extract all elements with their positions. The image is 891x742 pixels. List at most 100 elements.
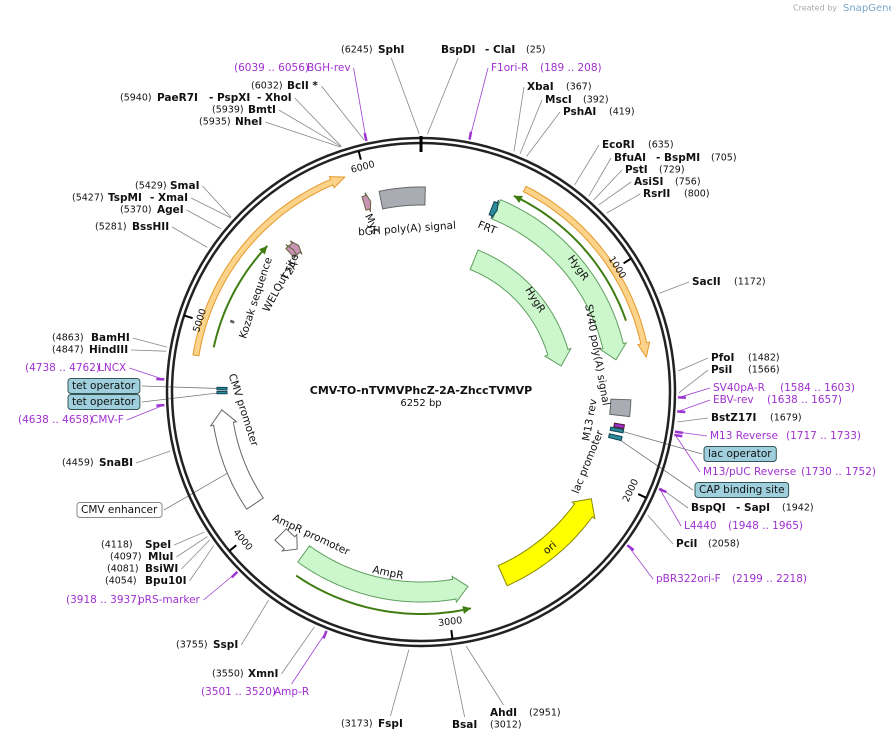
connector: [465, 645, 504, 706]
enzyme-name: - BspMI: [656, 152, 700, 164]
ring-tick: [450, 629, 454, 640]
enzyme-name: PciI: [676, 538, 697, 550]
primer-name: CMV-F: [91, 414, 124, 426]
enzyme-label: HindIII (4847): [52, 344, 128, 356]
enzyme-name: EcoRI: [602, 139, 635, 151]
enzyme-position: (800): [684, 189, 710, 200]
boxed-feature-box: [694, 482, 790, 498]
ring-tick: [623, 257, 632, 265]
hygr-arrow: [469, 249, 572, 367]
primer-name: F1ori-R: [491, 62, 528, 74]
enzyme-label: SacII (1172): [692, 276, 766, 288]
features-layer: [192, 176, 651, 615]
connector: [627, 545, 654, 580]
enzyme-position: (3755): [176, 640, 208, 651]
connector: [390, 649, 410, 717]
primer-range: (1730 .. 1752): [801, 466, 876, 478]
enzyme-label: AsiSI (756): [634, 176, 701, 188]
enzyme-name: BfuAI: [614, 152, 646, 164]
enzyme-label: EcoRI (635): [602, 139, 674, 151]
primer-name: pRS-marker: [138, 594, 201, 606]
enzyme-position: (5427): [72, 193, 104, 204]
connector: [675, 431, 708, 437]
connector: [659, 489, 682, 527]
connector: [265, 121, 341, 148]
enzyme-name: SphI: [378, 44, 404, 56]
connector: [677, 357, 709, 372]
enzyme-position: (4097): [110, 552, 142, 563]
map-title: CMV-TO-nTVMVPhcZ-2A-ZhccTVMVP: [310, 384, 533, 397]
enzyme-position: (6245): [341, 45, 373, 56]
ring-tick-label: 4000: [230, 527, 254, 553]
enzyme-label: SspI (3755): [176, 639, 238, 651]
enzyme-position: (367): [566, 82, 592, 93]
primer-range: (1584 .. 1603): [780, 382, 855, 394]
welqut-arrow: [285, 244, 299, 259]
connector: [469, 67, 489, 139]
enzyme-name: NheI: [235, 116, 262, 128]
connector: [203, 572, 237, 601]
primer-range: (6039 .. 6056): [234, 62, 309, 74]
enzyme-position: (5939): [212, 105, 244, 116]
enzyme-position: (4459): [62, 458, 94, 469]
frame-line-head: [513, 195, 523, 203]
connector: [135, 450, 170, 464]
ring-tick-label: 2000: [621, 477, 641, 504]
enzyme-name: SmaI: [170, 180, 200, 192]
orange-band: [192, 176, 346, 357]
enzyme-name: - XmaI: [150, 192, 188, 204]
enzyme-position: (635): [648, 140, 674, 151]
enzyme-position: (1679): [770, 413, 802, 424]
connector: [291, 631, 327, 685]
enzyme-name: - ClaI: [485, 44, 515, 56]
primer-range: (3501 .. 3520): [201, 686, 276, 698]
enzyme-name: - SapI: [736, 502, 770, 514]
enzyme-name: BsiWI: [145, 563, 178, 575]
enzyme-label: SphI (6245): [341, 44, 404, 56]
enzyme-label: XmnI (3550): [212, 668, 278, 680]
ampr-arrow: [297, 545, 469, 604]
enzyme-position: (4118): [101, 540, 133, 551]
primer-name: M13 Reverse: [710, 430, 778, 442]
enzyme-position: (2058): [708, 539, 740, 550]
connector: [678, 369, 709, 394]
connector: [176, 536, 208, 558]
primer-label: BGH-rev(6039 .. 6056): [234, 62, 351, 74]
enzyme-label: RsrII (800): [643, 188, 710, 200]
enzyme-label: MluI (4097): [110, 551, 173, 563]
connector: [190, 197, 231, 219]
enzyme-position: (729): [659, 165, 685, 176]
enzyme-label: BsaI (3012): [452, 719, 522, 731]
m13-mark: [613, 422, 625, 430]
connector: [593, 169, 623, 201]
enzyme-position: (3550): [212, 669, 244, 680]
connector: [659, 281, 690, 294]
enzyme-name: - XhoI: [257, 92, 292, 104]
enzyme-position: (1942): [782, 503, 814, 514]
enzyme-name: PstI: [625, 164, 648, 176]
enzyme-position: (4863): [52, 333, 84, 344]
primer-label: CMV-F(4638 .. 4658): [18, 414, 124, 426]
enzyme-name: TspMI: [108, 192, 142, 204]
connector: [513, 86, 525, 152]
primer-label: pRS-marker(3918 .. 3937): [66, 594, 201, 606]
primer-range: (4638 .. 4658): [18, 414, 93, 426]
enzyme-position: (25): [526, 45, 546, 56]
enzyme-position: (1482): [748, 353, 780, 364]
connector: [132, 337, 168, 348]
enzyme-name: HindIII: [89, 344, 128, 356]
feature-label: FRT: [476, 219, 499, 237]
connector: [678, 399, 711, 412]
connector: [141, 385, 222, 389]
enzyme-label: PstI (729): [625, 164, 685, 176]
enzyme-label: BmtI (5939): [212, 104, 276, 116]
primer-name: EBV-rev: [713, 394, 754, 406]
connector: [519, 99, 543, 154]
primer-label: SV40pA-R (1584 .. 1603): [713, 382, 855, 394]
hygr-arrow: [491, 199, 628, 361]
primer-range: (1717 .. 1733): [786, 430, 861, 442]
map-size: 6252 bp: [400, 398, 441, 409]
primer-name: pBR322ori-F: [656, 573, 721, 585]
connector: [677, 417, 709, 423]
enzyme-label: SnaBI (4459): [62, 457, 133, 469]
